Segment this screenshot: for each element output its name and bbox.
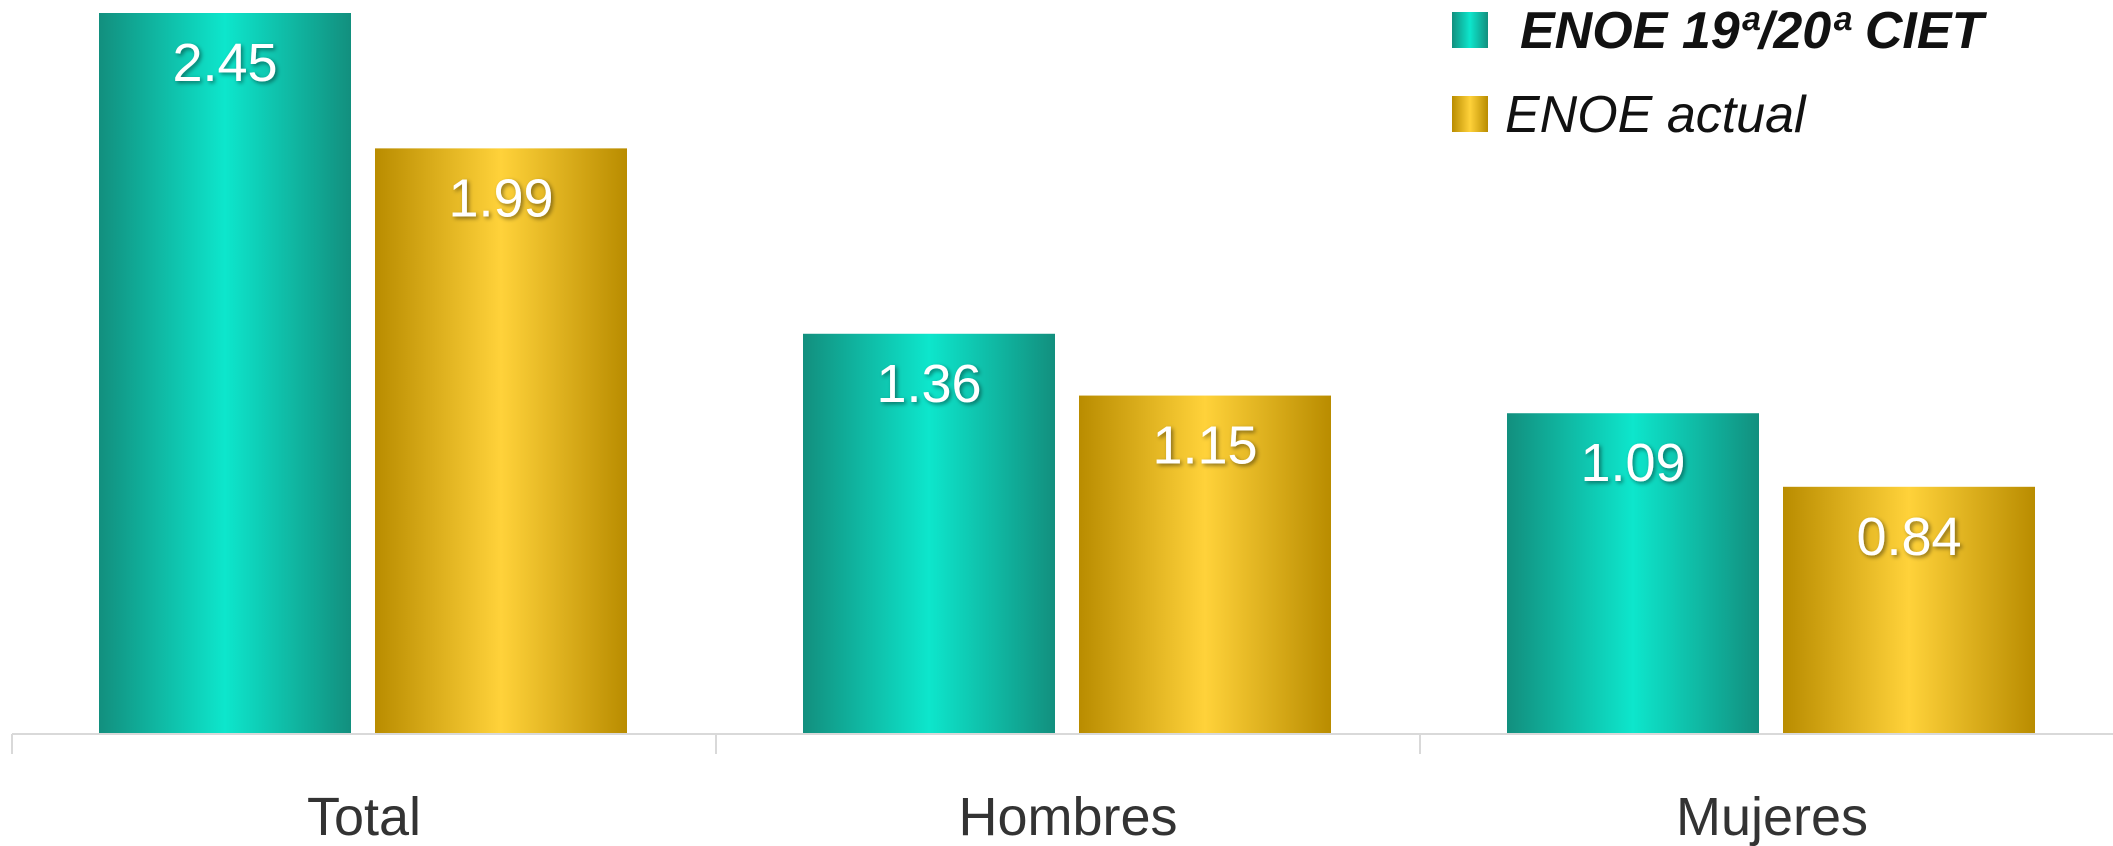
bar-mujeres-series-1 xyxy=(1783,486,2035,734)
bar-total-series-0 xyxy=(99,13,351,734)
bar-mujeres-series-0 xyxy=(1507,413,1759,734)
legend-swatch-series-1 xyxy=(1452,96,1488,132)
bar-total-series-1 xyxy=(375,148,627,734)
bars-layer xyxy=(99,13,2035,734)
category-label-total: Total xyxy=(307,787,421,846)
category-label-mujeres: Mujeres xyxy=(1676,787,1868,846)
category-label-hombres: Hombres xyxy=(958,787,1177,846)
legend-label-series-1: ENOE actual xyxy=(1505,86,1807,144)
data-label-hombres-series-0: 1.36 xyxy=(876,354,981,414)
data-label-total-series-1: 1.99 xyxy=(448,168,553,228)
bar-hombres-series-0 xyxy=(803,333,1055,734)
data-label-mujeres-series-1: 0.84 xyxy=(1856,507,1961,567)
x-axis xyxy=(11,733,2113,754)
data-label-mujeres-series-0: 1.09 xyxy=(1580,433,1685,493)
category-labels: Total Hombres Mujeres xyxy=(307,787,1868,846)
data-label-hombres-series-1: 1.15 xyxy=(1152,416,1257,476)
legend-label-series-0: ENOE 19ª/20ª CIET xyxy=(1520,2,1988,60)
bar-hombres-series-1 xyxy=(1079,395,1331,734)
legend: ENOE 19ª/20ª CIET ENOE actual xyxy=(1452,2,1988,144)
data-label-total-series-0: 2.45 xyxy=(172,33,277,93)
legend-swatch-series-0 xyxy=(1452,12,1488,48)
data-labels: 2.45 1.99 1.36 1.15 1.09 0.84 xyxy=(172,33,1961,567)
